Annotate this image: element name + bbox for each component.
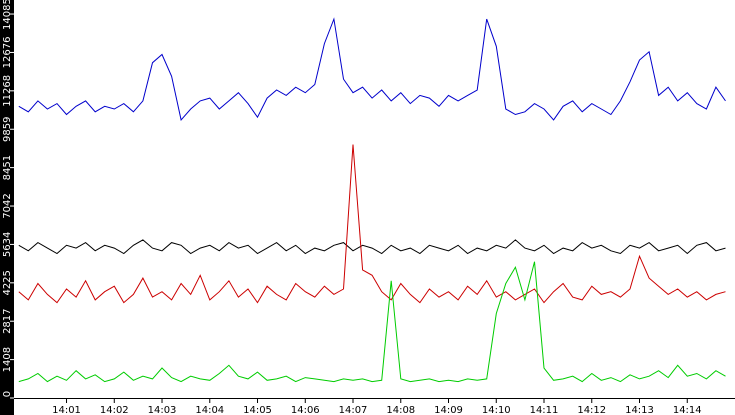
x-tick-label: 14:02 xyxy=(100,405,129,415)
y-tick-label: 2817 xyxy=(2,308,13,333)
y-tick-label: 12676 xyxy=(2,37,13,69)
x-tick-label: 14:14 xyxy=(673,405,702,415)
series-line xyxy=(18,261,726,383)
y-tick-label: 11268 xyxy=(2,75,13,107)
x-tick-label: 14:11 xyxy=(530,405,559,415)
x-tick-label: 14:05 xyxy=(243,405,272,415)
x-tick-label: 14:06 xyxy=(291,405,320,415)
y-tick-label: 14085 xyxy=(2,0,13,30)
y-tick-label: 8451 xyxy=(2,155,13,180)
x-tick-label: 14:12 xyxy=(577,405,606,415)
x-tick-label: 14:03 xyxy=(148,405,177,415)
y-tick-label: 0 xyxy=(2,391,13,397)
x-tick-label: 14:09 xyxy=(434,405,463,415)
series-line xyxy=(18,239,726,255)
x-tick-label: 14:04 xyxy=(195,405,224,415)
y-tick-label: 7042 xyxy=(2,193,13,218)
y-tick-label: 4225 xyxy=(2,270,13,295)
series-line xyxy=(18,17,726,121)
x-tick-label: 14:01 xyxy=(52,405,81,415)
x-tick-label: 14:08 xyxy=(386,405,415,415)
y-axis-strip xyxy=(0,0,14,415)
series-line xyxy=(18,144,726,304)
y-tick-label: 5634 xyxy=(2,232,13,257)
y-tick-label: 9859 xyxy=(2,117,13,142)
x-tick-label: 14:13 xyxy=(625,405,654,415)
x-tick-label: 14:07 xyxy=(339,405,368,415)
x-tick-label: 14:10 xyxy=(482,405,511,415)
y-tick-label: 1408 xyxy=(2,347,13,372)
